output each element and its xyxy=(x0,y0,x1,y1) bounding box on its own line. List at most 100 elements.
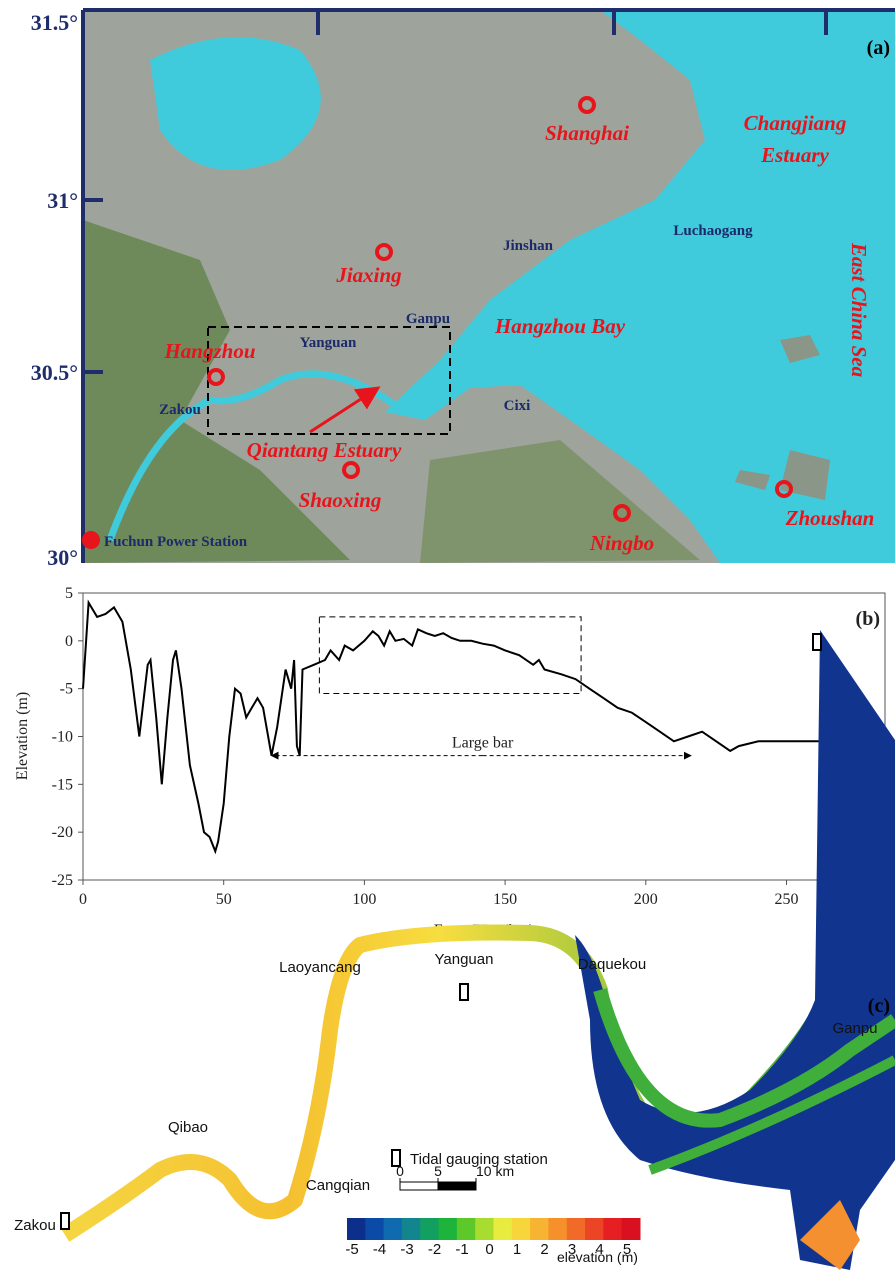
place: Cixi xyxy=(504,398,531,414)
colorbar-tick-label: 0 xyxy=(485,1241,493,1258)
scale-label: 10 km xyxy=(476,1163,514,1179)
panel-label: (a) xyxy=(867,37,890,59)
colorbar-cell xyxy=(347,1218,366,1240)
hills xyxy=(420,440,700,563)
legend-label: Fuchun Power Station xyxy=(104,534,248,550)
colorbar-tick-label: -1 xyxy=(455,1241,468,1258)
scale-label: 0 xyxy=(396,1163,404,1179)
shoal xyxy=(800,1200,860,1270)
colorbar-cell xyxy=(365,1218,385,1240)
highlight-box xyxy=(318,616,582,694)
region: Qiantang Estuary xyxy=(247,438,402,462)
annotation: Large bar xyxy=(452,735,514,752)
place: Ganpu xyxy=(406,311,450,327)
lat-label: 30.5° xyxy=(31,360,78,385)
city: Jiaxing xyxy=(335,263,401,287)
lake xyxy=(150,37,321,171)
place: Luchaogang xyxy=(673,223,753,239)
legend-label: Tidal gauging station xyxy=(410,1151,548,1168)
place: Zakou xyxy=(159,402,201,418)
channel xyxy=(593,988,895,1128)
station: Daquekou xyxy=(578,956,646,973)
region: Changjiang xyxy=(744,111,847,135)
colorbar-cell xyxy=(475,1218,494,1240)
legend-dot xyxy=(82,531,100,549)
station: Cangqian xyxy=(306,1177,370,1194)
lat-label: 30° xyxy=(47,545,78,570)
sea xyxy=(385,10,895,563)
colorbar-cell xyxy=(621,1218,641,1240)
y-axis-label: Elevation (m) xyxy=(14,692,31,780)
colorbar-cell xyxy=(603,1218,623,1240)
colorbar-cell xyxy=(548,1218,568,1240)
panel-label: (b) xyxy=(856,608,880,630)
colorbar-cell xyxy=(585,1218,604,1240)
y-tick-label: -25 xyxy=(52,872,73,889)
region: Hangzhou Bay xyxy=(494,314,626,338)
arrow xyxy=(309,386,381,434)
colorbar-tick-label: -2 xyxy=(428,1241,441,1258)
colorbar-cell xyxy=(383,1218,403,1240)
colorbar-tick-label: 5 xyxy=(623,1241,631,1258)
y-tick-label: 0 xyxy=(65,633,73,650)
x-tick-label: 0 xyxy=(79,891,87,908)
station: Zakou xyxy=(14,1217,56,1234)
colorbar-tick-label: 4 xyxy=(595,1241,603,1258)
scale-label: 5 xyxy=(434,1163,442,1179)
lat-label: 31.5° xyxy=(31,10,78,35)
y-tick-label: -15 xyxy=(52,776,73,793)
x-tick-label: 250 xyxy=(775,891,799,908)
hills xyxy=(83,220,350,563)
colorbar-tick-label: -3 xyxy=(400,1241,413,1258)
map-a: 31.5° 31° 30.5° 30° (a) Shanghai Jiaxing… xyxy=(31,8,895,570)
x-tick-label: 200 xyxy=(634,891,658,908)
colorbar-cell xyxy=(530,1218,549,1240)
chart-b: (b) From FPS (km) Elevation (m) -25-20-1… xyxy=(14,585,886,939)
panel-label: (c) xyxy=(868,995,890,1017)
scale-bar xyxy=(399,1181,439,1191)
y-tick-label: -20 xyxy=(52,824,73,841)
x-tick-label: 150 xyxy=(493,891,517,908)
station: Yanguan xyxy=(435,951,494,968)
colorbar-tick-label: 3 xyxy=(568,1241,576,1258)
city: Shanghai xyxy=(545,121,629,145)
city: Ningbo xyxy=(589,531,654,555)
colorbar-cell xyxy=(511,1218,531,1240)
station: Ganpu xyxy=(832,1020,877,1037)
x-tick-label: 50 xyxy=(216,891,232,908)
colorbar-tick-label: -4 xyxy=(373,1241,386,1258)
islands xyxy=(735,335,830,500)
city: Shaoxing xyxy=(299,488,382,512)
colorbar-tick-label: 1 xyxy=(513,1241,521,1258)
colorbar-cell xyxy=(420,1218,440,1240)
colorbar-cell xyxy=(566,1218,586,1240)
line xyxy=(82,599,883,855)
colorbar-cell xyxy=(438,1218,458,1240)
colorbar-cell xyxy=(493,1218,513,1240)
x-tick-label: 100 xyxy=(352,891,376,908)
colorbar-tick-label: -5 xyxy=(345,1241,358,1258)
y-tick-label: -10 xyxy=(52,729,73,746)
river xyxy=(106,370,397,542)
map-c: (c) Laoyancang Yanguan Daquekou Ganpu Qi… xyxy=(14,630,895,1270)
city: Hangzhou xyxy=(163,339,255,363)
bay-bed xyxy=(575,630,895,1270)
region: Estuary xyxy=(760,143,829,167)
station: Qibao xyxy=(168,1119,208,1136)
region: East China Sea xyxy=(847,242,871,377)
y-tick-label: -5 xyxy=(60,681,73,698)
y-tick-label: 5 xyxy=(65,585,73,602)
colorbar-cell xyxy=(456,1218,476,1240)
scale-bar xyxy=(437,1181,477,1191)
city: Zhoushan xyxy=(785,506,875,530)
place: Yanguan xyxy=(300,335,357,351)
colorbar-label: elevation (m) xyxy=(557,1249,638,1265)
colorbar-tick-label: 2 xyxy=(540,1241,548,1258)
lat-label: 31° xyxy=(47,188,78,213)
colorbar-cell xyxy=(401,1218,421,1240)
station: Laoyancang xyxy=(279,959,361,976)
channel xyxy=(648,1055,895,1175)
place: Jinshan xyxy=(503,238,554,254)
